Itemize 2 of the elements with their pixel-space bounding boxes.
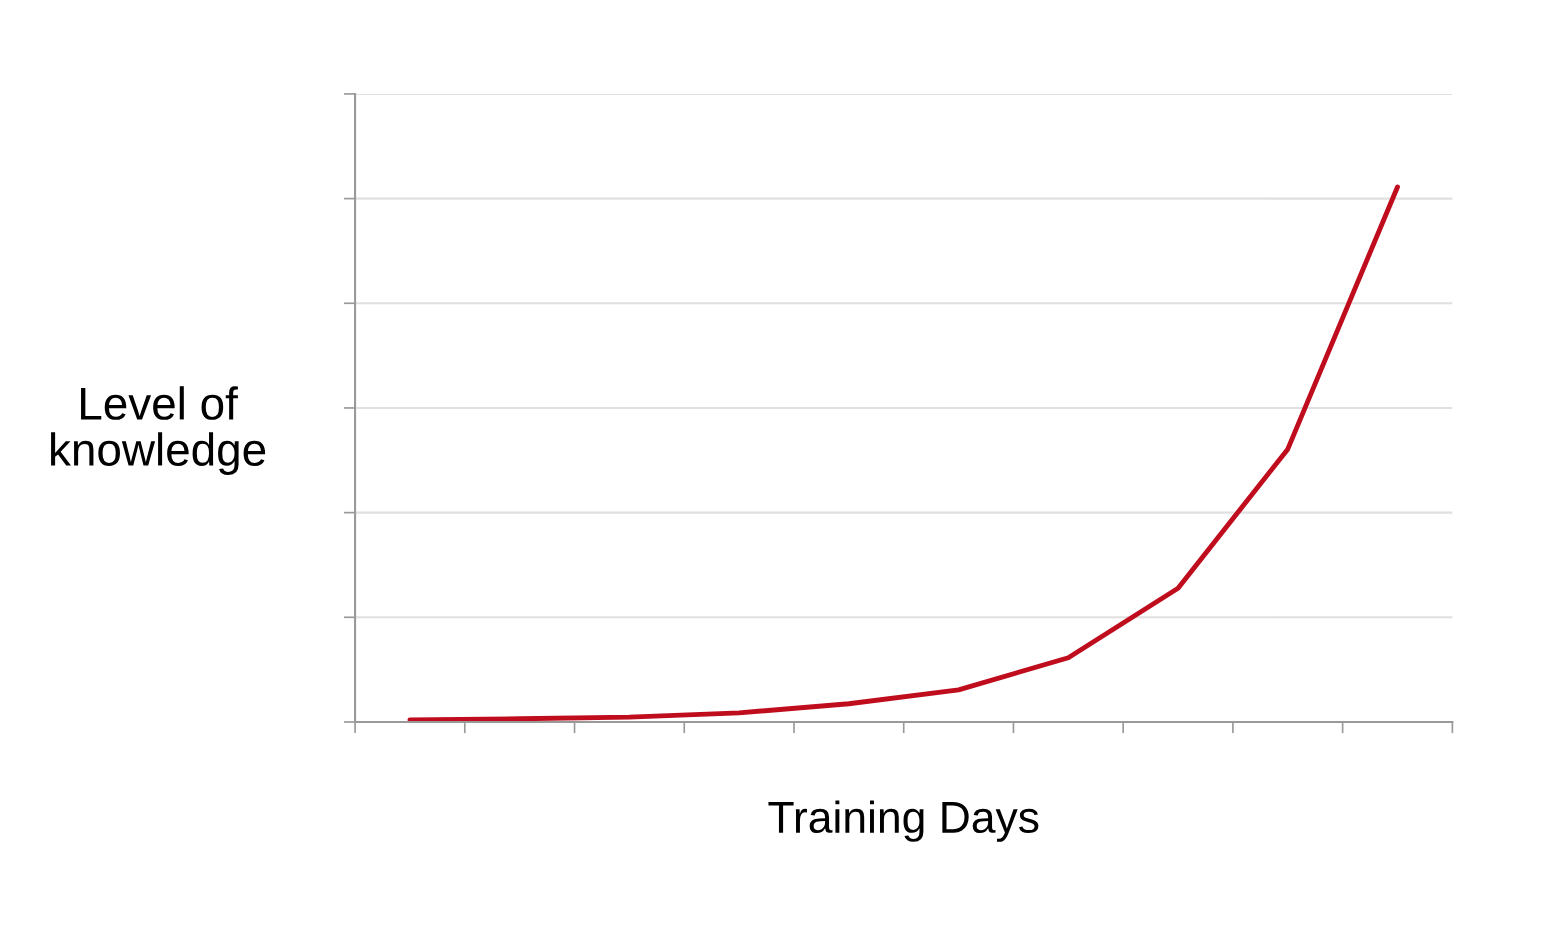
y-axis-title: Level of knowledge: [51, 386, 266, 475]
x-axis-title: Training Days: [768, 800, 1039, 842]
